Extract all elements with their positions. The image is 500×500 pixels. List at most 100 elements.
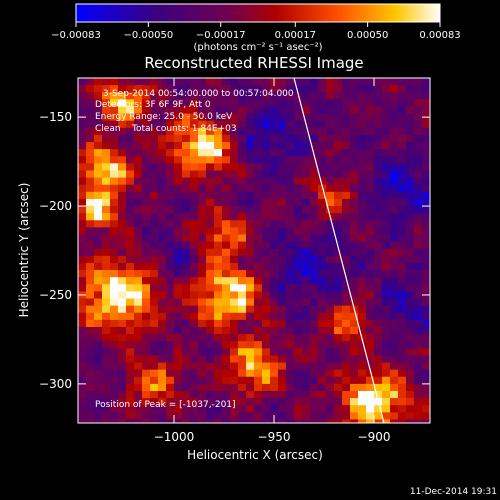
- heatmap-cell: [230, 298, 239, 307]
- heatmap-cell: [278, 298, 287, 307]
- heatmap-cell: [222, 383, 231, 392]
- heatmap-cell: [190, 170, 199, 178]
- heatmap-cell: [174, 170, 183, 178]
- heatmap-cell: [278, 99, 287, 107]
- heatmap-cell: [406, 369, 415, 378]
- heatmap-cell: [222, 412, 231, 420]
- heatmap-cell: [302, 277, 311, 285]
- heatmap-cell: [406, 341, 415, 349]
- heatmap-cell: [294, 305, 303, 314]
- heatmap-cell: [278, 85, 287, 93]
- heatmap-cell: [134, 291, 143, 299]
- heatmap-cell: [406, 241, 415, 250]
- heatmap-cell: [126, 390, 135, 399]
- heatmap-cell: [350, 170, 359, 178]
- heatmap-cell: [190, 142, 199, 150]
- heatmap-cell: [174, 284, 183, 292]
- heatmap-cell: [294, 113, 303, 122]
- heatmap-cell: [150, 206, 159, 214]
- heatmap-cell: [398, 383, 407, 392]
- heatmap-cell: [182, 326, 191, 335]
- heatmap-cell: [374, 127, 383, 136]
- heatmap-cell: [158, 398, 167, 406]
- heatmap-cell: [374, 99, 383, 107]
- heatmap-cell: [342, 262, 351, 271]
- heatmap-cell: [406, 312, 415, 321]
- heatmap-cell: [334, 142, 343, 150]
- heatmap-cell: [174, 398, 183, 406]
- heatmap-cell: [334, 383, 343, 392]
- heatmap-cell: [366, 134, 375, 143]
- heatmap-cell: [262, 419, 271, 423]
- heatmap-cell: [126, 78, 135, 86]
- heatmap-cell: [222, 334, 231, 342]
- heatmap-cell: [230, 405, 239, 413]
- heatmap-cell: [222, 326, 231, 335]
- heatmap-cell: [390, 220, 399, 228]
- heatmap-cell: [198, 177, 207, 186]
- heatmap-cell: [206, 355, 215, 363]
- heatmap-cell: [118, 262, 127, 271]
- heatmap-cell: [358, 326, 367, 335]
- heatmap-cell: [126, 206, 135, 214]
- heatmap-cell: [198, 262, 207, 271]
- heatmap-cell: [406, 227, 415, 235]
- heatmap-cell: [422, 312, 430, 321]
- heatmap-cell: [342, 241, 351, 250]
- heatmap-cell: [214, 213, 223, 221]
- heatmap-cell: [286, 85, 295, 93]
- heatmap-cell: [358, 241, 367, 250]
- heatmap-cell: [310, 248, 319, 257]
- heatmap-cell: [102, 412, 111, 420]
- heatmap-cell: [406, 163, 415, 171]
- heatmap-cell: [366, 206, 375, 214]
- heatmap-cell: [126, 291, 135, 299]
- heatmap-cell: [86, 270, 95, 278]
- heatmap-cell: [78, 248, 87, 257]
- heatmap-cell: [86, 405, 95, 413]
- heatmap-cell: [206, 213, 215, 221]
- heatmap-cell: [238, 412, 247, 420]
- heatmap-cell: [278, 348, 287, 356]
- heatmap-cell: [78, 348, 87, 356]
- heatmap-cell: [310, 284, 319, 292]
- heatmap-cell: [150, 134, 159, 143]
- heatmap-cell: [270, 149, 279, 157]
- heatmap-cell: [294, 220, 303, 228]
- heatmap-cell: [326, 170, 335, 178]
- heatmap-cell: [86, 255, 95, 264]
- heatmap-cell: [230, 383, 239, 392]
- heatmap-cell: [358, 305, 367, 314]
- heatmap-cell: [190, 177, 199, 186]
- heatmap-cell: [414, 262, 423, 271]
- heatmap-cell: [102, 127, 111, 136]
- heatmap-cell: [366, 305, 375, 314]
- heatmap-cell: [246, 234, 255, 242]
- heatmap-cell: [318, 341, 327, 349]
- heatmap-cell: [342, 412, 351, 420]
- heatmap-cell: [86, 177, 95, 186]
- heatmap-cell: [342, 248, 351, 257]
- heatmap-cell: [382, 383, 391, 392]
- heatmap-cell: [78, 198, 87, 207]
- heatmap-cell: [350, 127, 359, 136]
- heatmap-cell: [230, 163, 239, 171]
- heatmap-cell: [302, 341, 311, 349]
- heatmap-cell: [86, 184, 95, 193]
- heatmap-cell: [230, 398, 239, 406]
- heatmap-cell: [166, 355, 175, 363]
- heatmap-cell: [254, 177, 263, 186]
- heatmap-cell: [86, 213, 95, 221]
- heatmap-cell: [342, 270, 351, 278]
- heatmap-cell: [270, 298, 279, 307]
- heatmap-cell: [422, 419, 430, 423]
- heatmap-cell: [214, 312, 223, 321]
- heatmap-cell: [254, 170, 263, 178]
- heatmap-cell: [302, 113, 311, 122]
- heatmap-cell: [334, 376, 343, 385]
- heatmap-cell: [190, 78, 199, 86]
- heatmap-cell: [374, 85, 383, 93]
- heatmap-cell: [206, 341, 215, 349]
- heatmap-cell: [118, 248, 127, 257]
- heatmap-cell: [278, 255, 287, 264]
